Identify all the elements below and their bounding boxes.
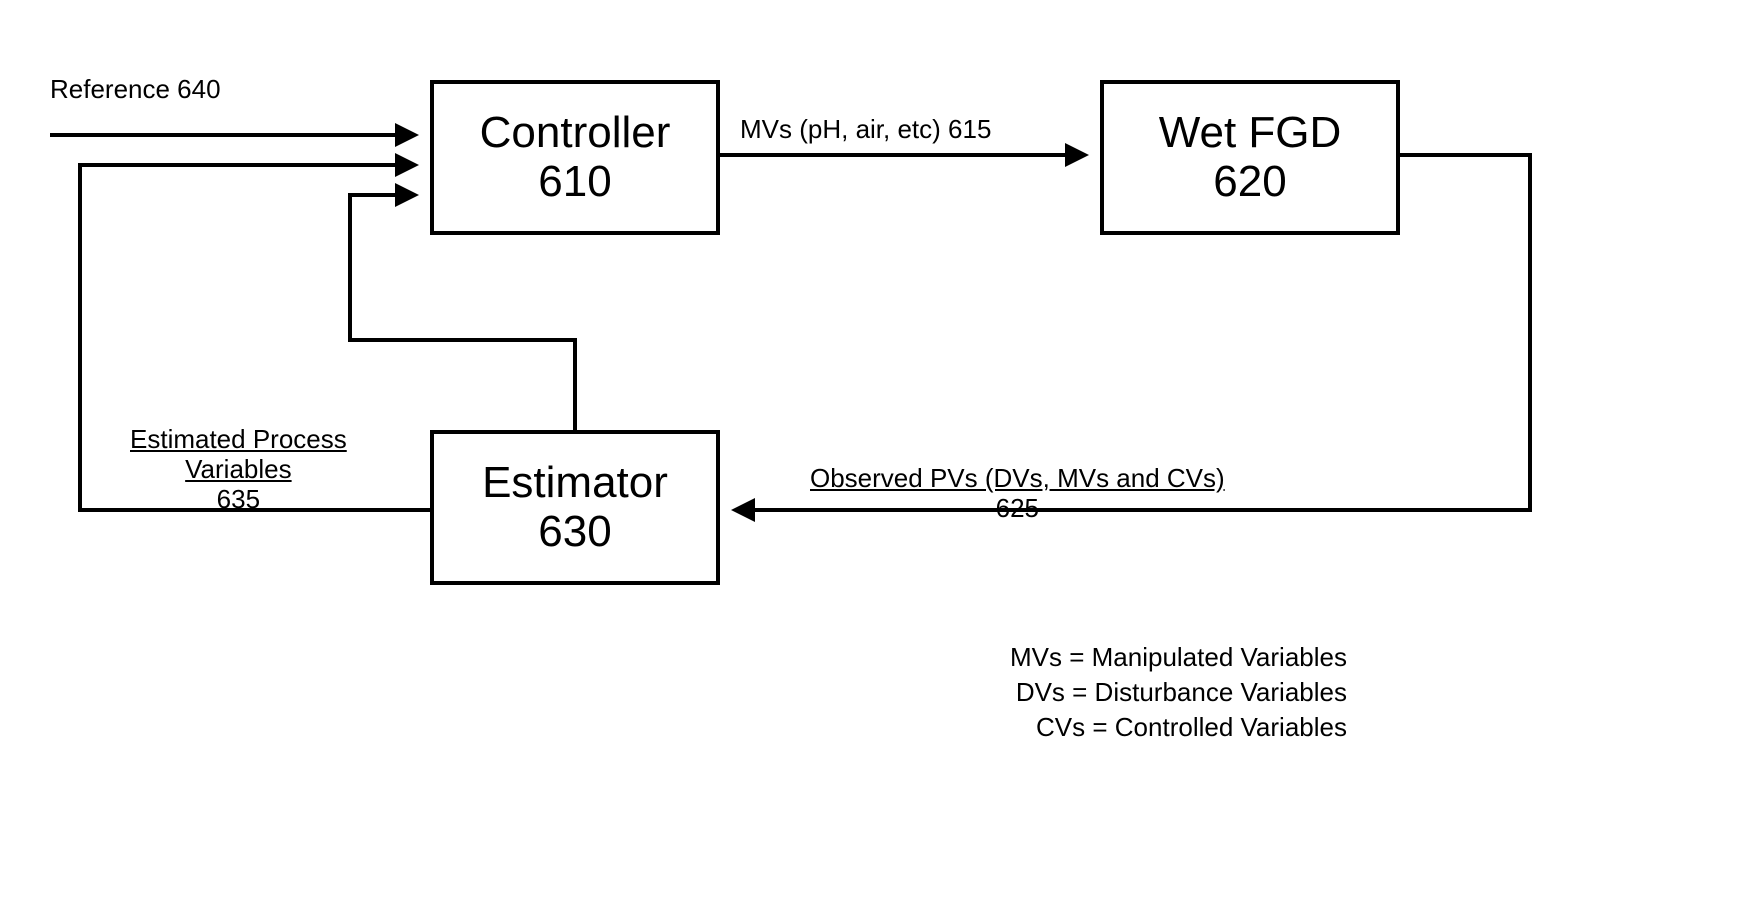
reference-label: Reference 640: [50, 75, 221, 105]
legend-line2: DVs = Disturbance Variables: [1016, 677, 1347, 707]
legend-line3: CVs = Controlled Variables: [1036, 712, 1347, 742]
estimated-process-label: Estimated Process Variables 635: [130, 425, 347, 515]
estimated-process-number: 635: [217, 484, 260, 514]
wetfgd-box: Wet FGD 620: [1100, 80, 1400, 235]
observed-pvs-number: 625: [996, 493, 1039, 523]
estimated-process-text1: Estimated Process: [130, 424, 347, 454]
diagram-canvas: Controller 610 Wet FGD 620 Estimator 630…: [0, 0, 1753, 924]
legend-line1: MVs = Manipulated Variables: [1010, 642, 1347, 672]
estimator-number: 630: [538, 508, 611, 556]
estimator-label: Estimator: [482, 459, 668, 507]
estimator-box: Estimator 630: [430, 430, 720, 585]
wetfgd-number: 620: [1213, 158, 1286, 206]
estimated-process-text2: Variables: [185, 454, 291, 484]
controller-number: 610: [538, 158, 611, 206]
wetfgd-label: Wet FGD: [1159, 109, 1342, 157]
observed-pvs-text: Observed PVs (DVs, MVs and CVs): [810, 463, 1225, 493]
controller-box: Controller 610: [430, 80, 720, 235]
observed-pvs-label: Observed PVs (DVs, MVs and CVs) 625: [810, 464, 1225, 524]
mvs-label: MVs (pH, air, etc) 615: [740, 115, 991, 145]
controller-label: Controller: [480, 109, 671, 157]
legend: MVs = Manipulated Variables DVs = Distur…: [1010, 640, 1347, 745]
